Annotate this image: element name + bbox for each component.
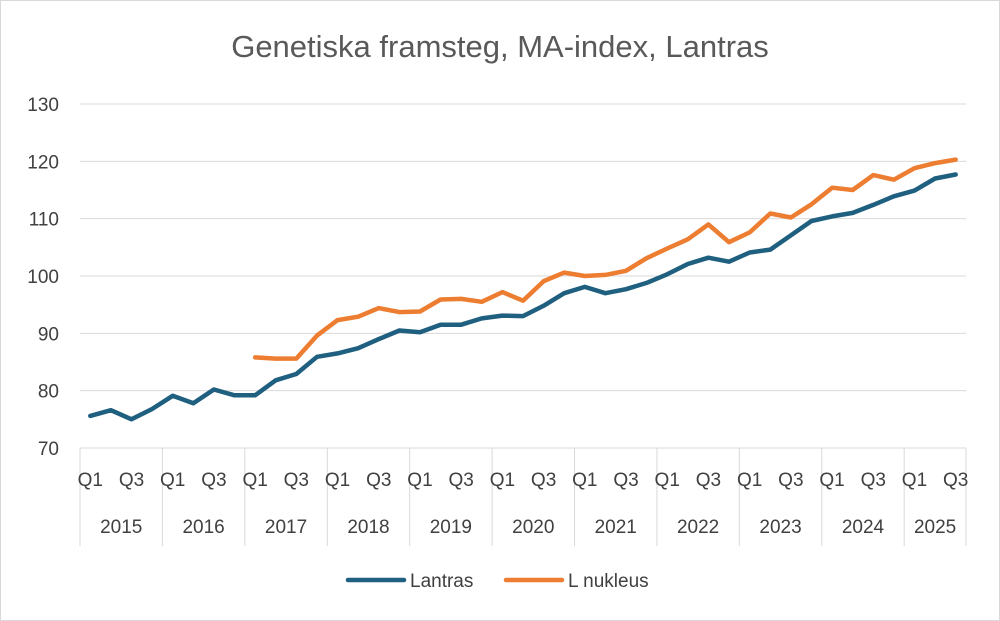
- x-tick-quarter: Q3: [778, 470, 803, 491]
- legend-label: Lantras: [410, 571, 473, 592]
- y-tick-label: 120: [27, 152, 59, 173]
- chart-title: Genetiska framsteg, MA-index, Lantras: [231, 29, 769, 64]
- x-tick-year: 2020: [512, 517, 554, 538]
- legend-label: L nukleus: [568, 571, 649, 592]
- series-line-l-nukleus: [252, 157, 958, 361]
- x-tick-quarter: Q3: [943, 470, 968, 491]
- x-tick-year: 2024: [842, 517, 885, 538]
- x-tick-quarter: Q1: [737, 470, 762, 491]
- x-tick-quarter: Q1: [655, 470, 680, 491]
- x-tick-quarter: Q3: [531, 470, 556, 491]
- x-tick-quarter: Q1: [407, 470, 432, 491]
- x-tick-year: 2021: [595, 517, 637, 538]
- x-tick-quarter: Q1: [325, 470, 350, 491]
- x-tick-year: 2016: [182, 517, 224, 538]
- y-tick-label: 100: [27, 267, 59, 288]
- x-tick-quarter: Q3: [613, 470, 638, 491]
- x-tick-year: 2025: [914, 517, 956, 538]
- x-tick-year: 2017: [265, 517, 307, 538]
- x-tick-quarter: Q3: [861, 470, 886, 491]
- x-tick-quarter: Q3: [696, 470, 721, 491]
- x-tick-year: 2015: [100, 517, 142, 538]
- x-tick-year: 2023: [759, 517, 801, 538]
- x-tick-quarter: Q1: [242, 470, 267, 491]
- x-tick-quarter: Q1: [902, 470, 927, 491]
- y-tick-label: 130: [27, 95, 59, 116]
- x-tick-quarter: Q1: [819, 470, 844, 491]
- series-lines: [88, 157, 958, 422]
- x-tick-quarter: Q1: [490, 470, 515, 491]
- x-axis: Q1 Q3 2015 Q1 Q3 2016 Q1 Q3 2017 Q1 Q3 2018 Q1 Q3 2019…: [78, 448, 968, 546]
- y-axis: 70 80 90 100 110 120 130: [27, 95, 59, 460]
- y-tick-label: 90: [38, 324, 59, 345]
- x-tick-quarter: Q3: [366, 470, 391, 491]
- x-tick-quarter: Q3: [201, 470, 226, 491]
- x-tick-year: 2019: [430, 517, 472, 538]
- series-line-lantras: [88, 172, 958, 422]
- x-tick-year: 2018: [347, 517, 389, 538]
- gridlines: [80, 103, 966, 449]
- x-tick-quarter: Q1: [78, 470, 103, 491]
- y-tick-label: 110: [29, 210, 59, 231]
- x-tick-quarter: Q3: [119, 470, 144, 491]
- x-tick-quarter: Q1: [572, 470, 597, 491]
- x-tick-quarter: Q3: [449, 470, 474, 491]
- x-tick-quarter: Q3: [284, 470, 309, 491]
- y-tick-label: 80: [38, 382, 59, 403]
- y-tick-label: 70: [38, 439, 59, 460]
- x-tick-quarter: Q1: [160, 470, 185, 491]
- x-tick-year: 2022: [677, 517, 719, 538]
- legend: Lantras L nukleus: [345, 571, 649, 592]
